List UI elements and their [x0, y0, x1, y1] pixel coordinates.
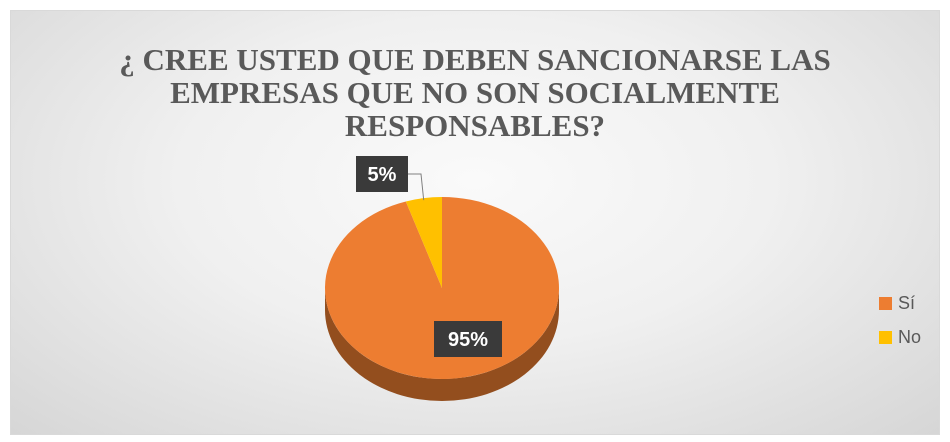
svg-text:95%: 95%	[448, 329, 488, 351]
legend-swatch-si	[879, 296, 892, 310]
legend-item-no: No	[879, 320, 939, 354]
legend-label-si: Sí	[898, 292, 916, 313]
data-label-no: 5%	[356, 156, 408, 192]
pie-side-si	[325, 288, 559, 401]
pie-slice-no	[405, 197, 442, 288]
legend-label-no: No	[898, 326, 922, 347]
chart-area: ¿ CREE USTED QUE DEBEN SANCIONARSE LAS E…	[10, 10, 940, 435]
data-label-si: 95%	[434, 321, 502, 357]
legend: Sí No	[879, 286, 939, 354]
leader-line-no	[408, 173, 425, 201]
pie-chart: 95% 5%	[325, 156, 559, 401]
chart-title: ¿ CREE USTED QUE DEBEN SANCIONARSE LAS E…	[119, 42, 831, 143]
svg-text:5%: 5%	[368, 164, 397, 186]
legend-swatch-no	[879, 330, 892, 344]
legend-item-si: Sí	[879, 286, 939, 320]
